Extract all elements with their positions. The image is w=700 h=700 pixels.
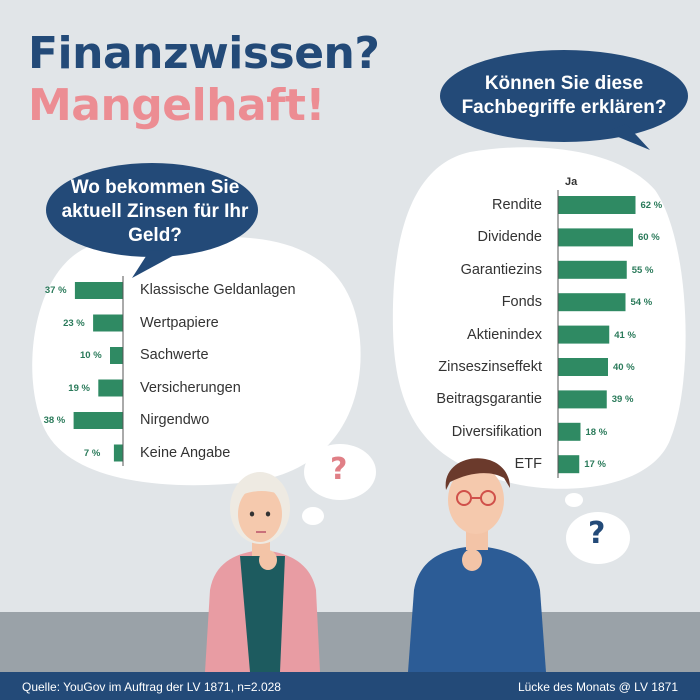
chart2-value-label: 39 % <box>611 394 634 406</box>
chart1-value-label: 38 % <box>43 415 66 426</box>
chart2-value-label: 40 % <box>613 362 635 373</box>
chart2-bar <box>558 228 633 247</box>
chart2-value-label: 55 % <box>631 264 654 276</box>
chart1-value-label: 19 % <box>68 382 90 394</box>
chart1-value-label: 7 % <box>83 447 101 459</box>
man-illustration <box>408 458 546 672</box>
woman-illustration <box>205 472 320 672</box>
chart2-category-label: Rendite <box>492 197 542 213</box>
chart1-bar <box>113 444 123 462</box>
chart2-value-label: 17 % <box>584 459 606 471</box>
chart1-value-label: 23 % <box>63 317 85 329</box>
chart1-category-label: Sachwerte <box>140 347 209 363</box>
chart1-category-label: Klassische Geldanlagen <box>140 282 296 298</box>
chart2-value-label: 18 % <box>585 426 608 438</box>
chart2-category-label: ETF <box>514 456 542 473</box>
chart2-value-label: 62 % <box>640 200 663 211</box>
chart2-bar <box>558 196 636 214</box>
chart1-bar <box>73 412 123 429</box>
chart2-bar <box>558 390 607 409</box>
chart2-bar <box>558 422 581 441</box>
thought-dot-right <box>565 493 583 507</box>
chart1-bar <box>98 379 123 397</box>
chart2-bar <box>558 455 580 474</box>
chart1-bar <box>93 314 123 332</box>
left-question: Wo bekommen Sie aktuell Zinsen für Ihr G… <box>61 177 249 246</box>
chart1-value-label: 10 % <box>80 350 102 361</box>
thought-dot <box>302 507 324 525</box>
chart2-category-label: Diversifikation <box>451 423 542 440</box>
chart2-value-label: 60 % <box>638 232 660 244</box>
footer-bar: Quelle: YouGov im Auftrag der LV 1871, n… <box>0 672 700 700</box>
title-line-2: Mangelhaft! <box>28 80 325 131</box>
chart2-bar <box>558 293 626 312</box>
right-question: Können Sie diese Fachbegriffe erklären? <box>461 73 667 118</box>
chart2-category-label: Aktienindex <box>467 326 542 343</box>
floor <box>0 612 700 672</box>
chart2-category-label: Beitragsgarantie <box>436 391 542 408</box>
left-speech-bubble <box>46 163 258 257</box>
chart1-category-label: Wertpapiere <box>140 314 219 331</box>
chart1-category-label: Keine Angabe <box>140 444 231 461</box>
chart2-bar <box>558 358 608 376</box>
chart2-category-label: Fonds <box>501 294 542 311</box>
chart1-category-label: Versicherungen <box>140 379 241 396</box>
thought-bubble-small-right <box>566 512 630 564</box>
chart2-bar <box>558 325 610 344</box>
chart1-value-label: 37 % <box>44 285 67 296</box>
chart2-value-label: 41 % <box>614 329 636 341</box>
footer-credit: Lücke des Monats @ LV 1871 <box>517 680 678 694</box>
chart2-category-label: Garantiezins <box>460 261 542 278</box>
chart2-value-label: 54 % <box>630 297 653 309</box>
question-mark-right: ? <box>588 516 606 551</box>
chart2-series-label: Ja <box>565 176 578 188</box>
chart1-bar <box>74 282 123 299</box>
chart2-bar <box>558 260 627 279</box>
chart2-category-label: Dividende <box>477 229 543 246</box>
chart1-bar <box>110 347 123 364</box>
chart2-category-label: Zinseszinseffekt <box>438 359 542 375</box>
thought-bubble-small <box>304 444 376 500</box>
chart1-category-label: Nirgendwo <box>140 412 210 428</box>
question-mark-left: ? <box>330 452 348 487</box>
title-line-1: Finanzwissen? <box>28 28 380 79</box>
right-speech-bubble <box>440 50 688 142</box>
footer-source: Quelle: YouGov im Auftrag der LV 1871, n… <box>22 680 281 694</box>
